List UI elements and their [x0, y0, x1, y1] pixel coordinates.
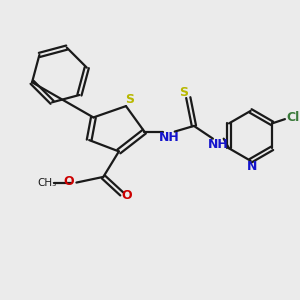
Text: S: S: [125, 93, 134, 106]
Text: CH₃: CH₃: [37, 178, 56, 188]
Text: O: O: [122, 189, 132, 202]
Text: S: S: [179, 86, 188, 99]
Text: Cl: Cl: [286, 111, 299, 124]
Text: NH: NH: [208, 138, 229, 152]
Text: NH: NH: [159, 131, 179, 144]
Text: O: O: [63, 175, 74, 188]
Text: N: N: [247, 160, 257, 173]
